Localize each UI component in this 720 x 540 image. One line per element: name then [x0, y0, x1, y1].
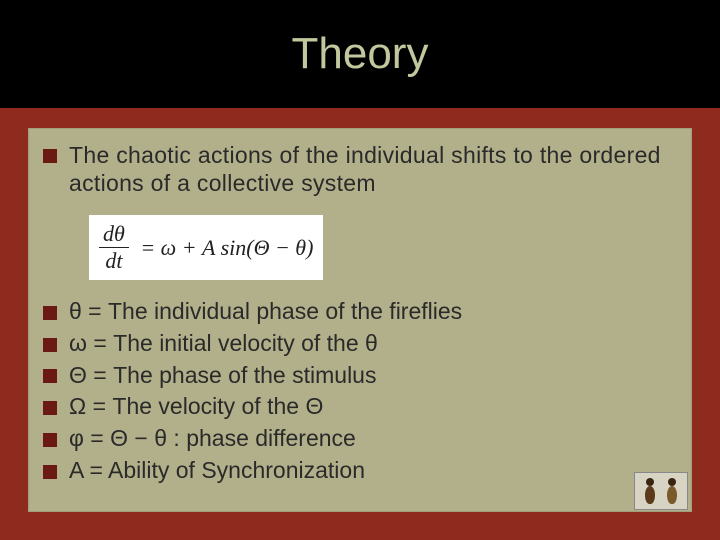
- definition-item: θ = The individual phase of the fireflie…: [43, 296, 677, 328]
- bullet-icon: [43, 149, 57, 163]
- definition-text: ω = The initial velocity of the θ: [69, 328, 378, 360]
- intro-point: The chaotic actions of the individual sh…: [43, 141, 677, 197]
- intro-text: The chaotic actions of the individual sh…: [69, 141, 677, 197]
- definition-text: Θ = The phase of the stimulus: [69, 360, 376, 392]
- slide: Theory The chaotic actions of the indivi…: [0, 0, 720, 540]
- bullet-icon: [43, 369, 57, 383]
- fireflies-thumbnail: [634, 472, 688, 510]
- bullet-icon: [43, 306, 57, 320]
- definition-text: φ = Θ − θ : phase difference: [69, 423, 356, 455]
- title-bar: Theory: [0, 0, 720, 108]
- definitions-list: θ = The individual phase of the fireflie…: [43, 296, 677, 486]
- definition-item: ω = The initial velocity of the θ: [43, 328, 677, 360]
- bullet-icon: [43, 433, 57, 447]
- definition-text: Ω = The velocity of the Θ: [69, 391, 323, 423]
- equation-numerator: dθ: [99, 221, 129, 248]
- definition-item: Θ = The phase of the stimulus: [43, 360, 677, 392]
- bullet-icon: [43, 401, 57, 415]
- bullet-icon: [43, 465, 57, 479]
- slide-title: Theory: [292, 29, 429, 79]
- equation: dθ dt = ω + A sin(Θ − θ): [89, 215, 323, 280]
- definition-item: Ω = The velocity of the Θ: [43, 391, 677, 423]
- bullet-icon: [43, 338, 57, 352]
- equation-rhs: = ω + A sin(Θ − θ): [140, 235, 313, 260]
- definition-item: A = Ability of Synchronization: [43, 455, 677, 487]
- equation-denominator: dt: [99, 248, 129, 274]
- content-box: The chaotic actions of the individual sh…: [28, 128, 692, 512]
- definition-text: θ = The individual phase of the fireflie…: [69, 296, 462, 328]
- definition-text: A = Ability of Synchronization: [69, 455, 365, 487]
- firefly-icon: [665, 476, 679, 506]
- firefly-icon: [643, 476, 657, 506]
- definition-item: φ = Θ − θ : phase difference: [43, 423, 677, 455]
- equation-fraction: dθ dt: [99, 221, 129, 274]
